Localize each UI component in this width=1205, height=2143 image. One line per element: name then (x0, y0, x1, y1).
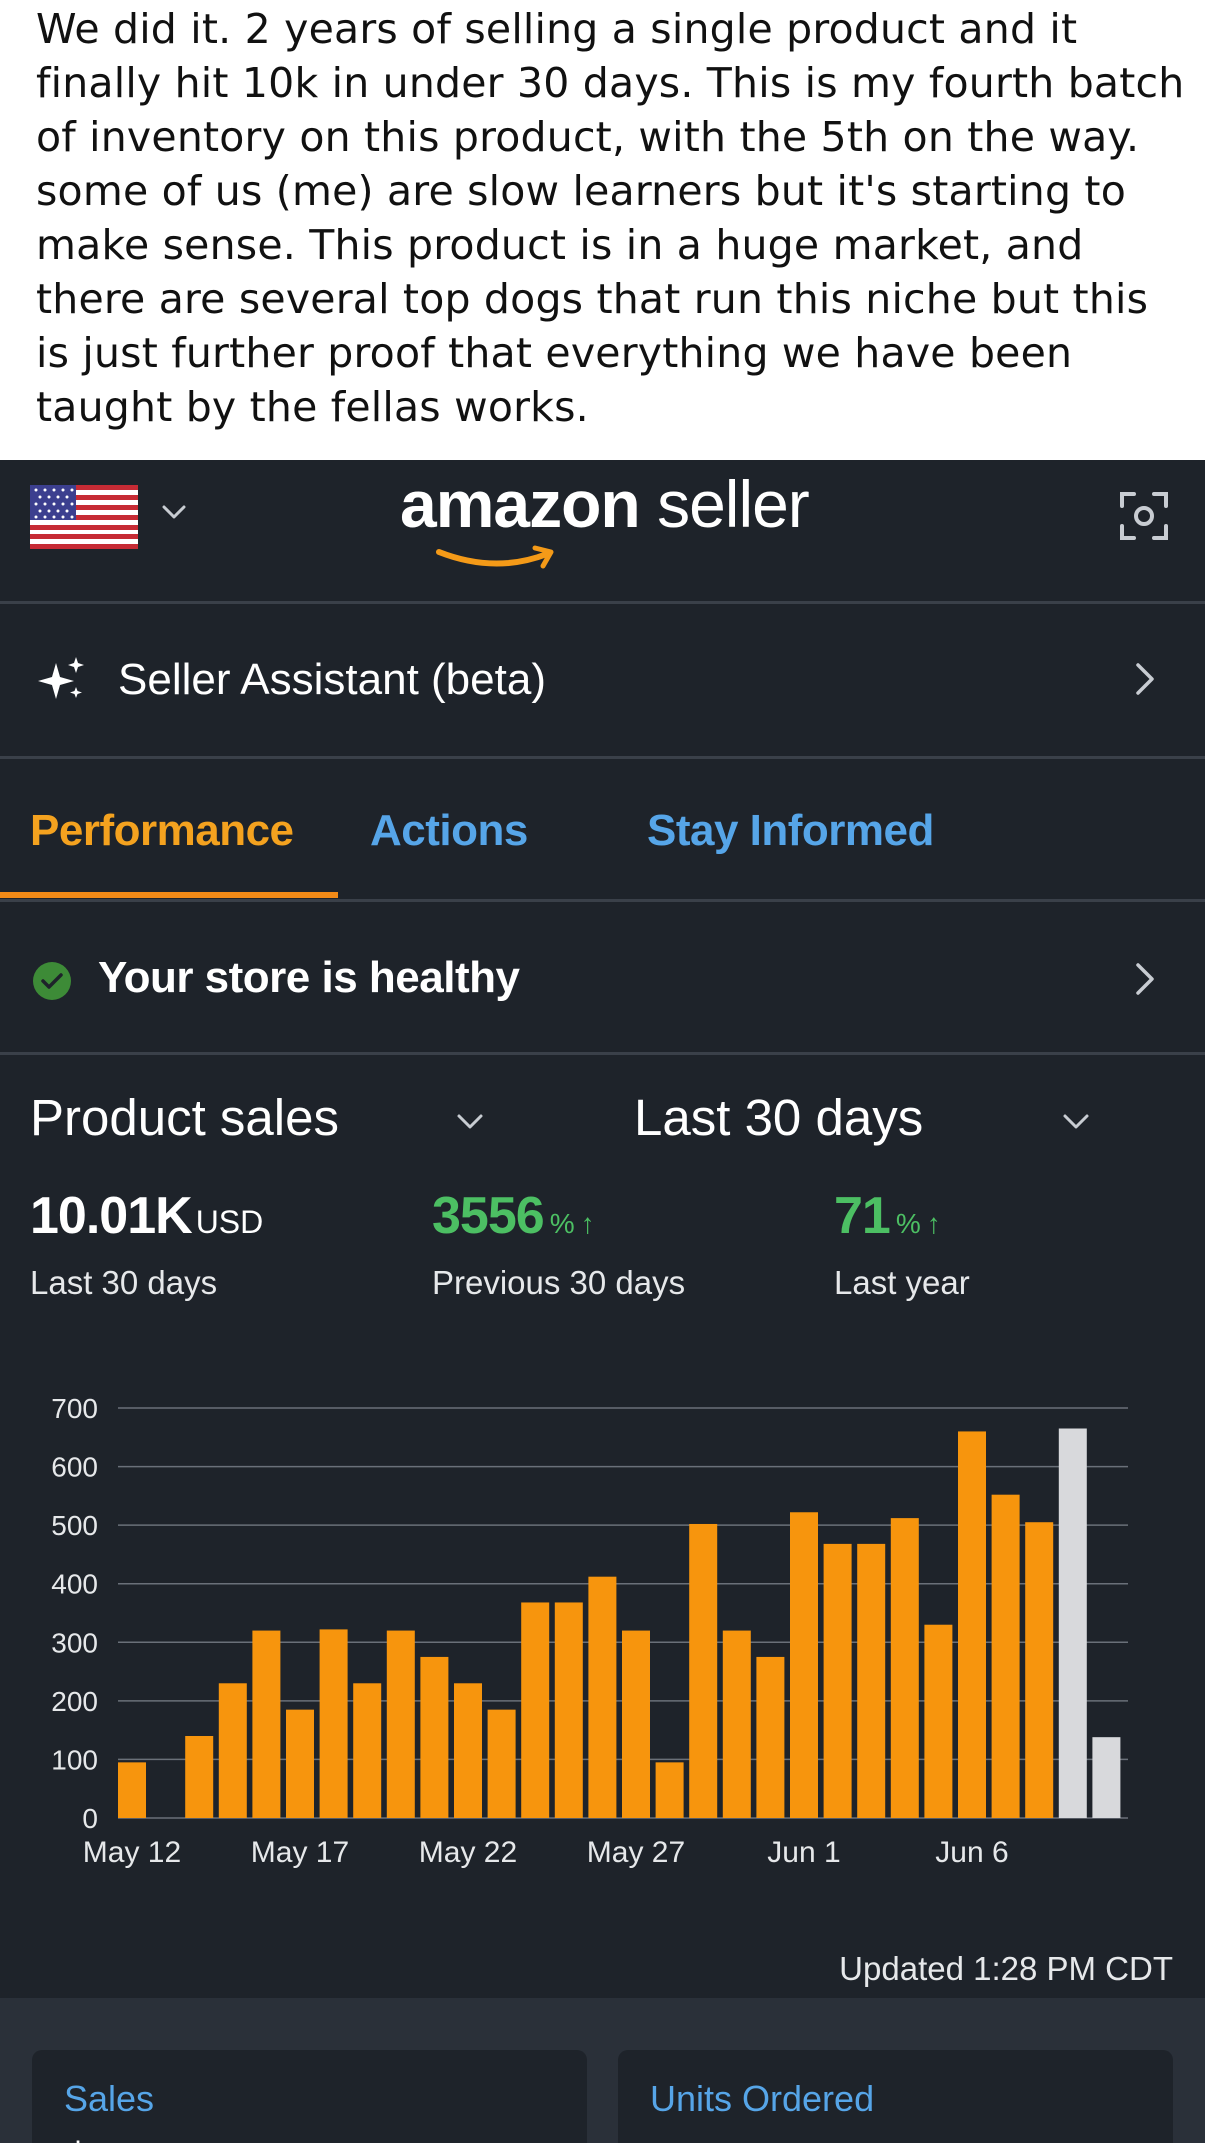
y-tick-label: 200 (51, 1686, 98, 1717)
sales-card-title: Sales (64, 2078, 155, 2119)
updated-timestamp: Updated 1:28 PM CDT (839, 1950, 1173, 1987)
chart-bar[interactable] (218, 1683, 247, 1818)
x-tick-label: May 12 (83, 1836, 181, 1869)
chart-bar[interactable] (286, 1709, 314, 1818)
sales-card[interactable]: Sales $187.87 (32, 2050, 587, 2143)
stat-previous-label: Previous 30 days (432, 1264, 686, 1301)
chart-bar[interactable] (319, 1629, 348, 1818)
chart-bar[interactable] (958, 1431, 986, 1818)
metric-selector[interactable]: Product sales (30, 1089, 339, 1146)
stat-previous: 3556% ↑ (432, 1186, 595, 1246)
amazon-seller-app: amazon seller Seller Assistant (beta) Pe… (0, 460, 1205, 2143)
y-tick-label: 500 (51, 1510, 98, 1541)
chart-bar[interactable] (454, 1683, 482, 1818)
chart-bar[interactable] (924, 1624, 953, 1818)
stat-previous-unit: % (549, 1208, 575, 1239)
units-ordered-card[interactable]: Units Ordered 2 (618, 2050, 1173, 2143)
stat-total-unit: USD (195, 1204, 264, 1240)
y-tick-label: 600 (51, 1452, 98, 1483)
chart-bar[interactable] (521, 1602, 550, 1818)
chart-bar[interactable] (1025, 1522, 1054, 1818)
tab-bar: Performance Actions Stay Informed (0, 762, 1205, 902)
chart-bar[interactable] (991, 1494, 1020, 1818)
stat-total: 10.01K USD (30, 1186, 263, 1246)
chart-bar[interactable] (756, 1656, 785, 1818)
chevron-down-icon[interactable] (454, 1106, 486, 1138)
us-flag-icon[interactable] (30, 485, 138, 549)
chart-bar[interactable] (185, 1736, 214, 1818)
x-tick-label: Jun 1 (767, 1836, 840, 1869)
chart-bar[interactable] (857, 1543, 886, 1818)
x-tick-label: May 17 (251, 1836, 349, 1869)
chart-bar[interactable] (487, 1709, 516, 1818)
chart-bar[interactable] (588, 1576, 617, 1818)
sales-bar-chart: 0 100 200 300 400 500 600 700 May 12 May 17 May 22… (51, 1393, 1128, 1869)
stat-last-year: 71% ↑ (834, 1186, 941, 1246)
chart-bar[interactable] (823, 1543, 852, 1818)
logo-seller-text: seller (639, 467, 810, 541)
date-range-selector[interactable]: Last 30 days (634, 1089, 924, 1146)
stat-total-value: 10.01K (30, 1187, 193, 1245)
sparkle-icon (38, 657, 84, 699)
chart-bar[interactable] (386, 1630, 415, 1818)
app-header: amazon seller (0, 460, 1205, 604)
post-caption: We did it. 2 years of selling a single p… (36, 5, 1185, 431)
chart-bar[interactable] (722, 1630, 751, 1818)
chevron-down-icon[interactable] (160, 498, 188, 526)
store-health-label: Your store is healthy (98, 953, 520, 1002)
chart-bar[interactable] (655, 1762, 684, 1818)
x-tick-label: Jun 6 (935, 1836, 1008, 1869)
y-tick-label: 100 (51, 1744, 98, 1775)
tab-stay-informed[interactable]: Stay Informed (647, 806, 934, 855)
chevron-right-icon (1136, 963, 1154, 995)
stat-last-year-label: Last year (834, 1264, 970, 1301)
y-tick-label: 700 (51, 1393, 98, 1424)
chart-bar[interactable] (890, 1518, 919, 1818)
arrow-up-icon: ↑ (926, 1208, 941, 1239)
check-circle-icon (33, 962, 71, 1000)
chart-bar[interactable] (554, 1602, 583, 1818)
y-tick-label: 300 (51, 1627, 98, 1658)
chevron-down-icon[interactable] (1060, 1106, 1092, 1138)
scan-icon[interactable] (1118, 490, 1170, 542)
seller-assistant-label: Seller Assistant (beta) (118, 655, 546, 704)
store-health-row[interactable]: Your store is healthy (0, 905, 1205, 1055)
chart-bar[interactable] (689, 1523, 718, 1818)
x-tick-label: May 22 (419, 1836, 517, 1869)
y-tick-label: 0 (82, 1803, 98, 1834)
units-ordered-card-value: 2 (650, 2132, 678, 2143)
chart-bar[interactable] (118, 1762, 146, 1818)
smile-arrow-icon (436, 545, 554, 569)
x-tick-label: May 27 (587, 1836, 685, 1869)
logo-amazon-text: amazon (400, 467, 641, 541)
stat-last-year-unit: % (895, 1208, 921, 1239)
chart-bar[interactable] (420, 1656, 449, 1818)
chevron-right-icon (1136, 663, 1154, 695)
tab-actions[interactable]: Actions (370, 806, 528, 855)
chart-bar[interactable] (1058, 1428, 1087, 1819)
chart-bar[interactable] (622, 1630, 650, 1818)
amazon-seller-logo: amazon seller (400, 466, 810, 576)
chart-bar[interactable] (353, 1683, 382, 1818)
y-tick-label: 400 (51, 1569, 98, 1600)
units-ordered-card-title: Units Ordered (650, 2078, 875, 2119)
tab-performance[interactable]: Performance (30, 806, 294, 855)
active-tab-indicator (0, 892, 338, 898)
stat-total-label: Last 30 days (30, 1264, 218, 1301)
seller-assistant-row[interactable]: Seller Assistant (beta) (0, 607, 1205, 759)
sales-card-value: $187.87 (64, 2132, 245, 2143)
stat-previous-value: 3556 (432, 1187, 545, 1245)
chart-bar[interactable] (790, 1512, 818, 1818)
stat-last-year-value: 71 (834, 1187, 891, 1245)
chart-bar[interactable] (1092, 1737, 1121, 1818)
chart-bar[interactable] (252, 1630, 281, 1818)
arrow-up-icon: ↑ (580, 1208, 595, 1239)
